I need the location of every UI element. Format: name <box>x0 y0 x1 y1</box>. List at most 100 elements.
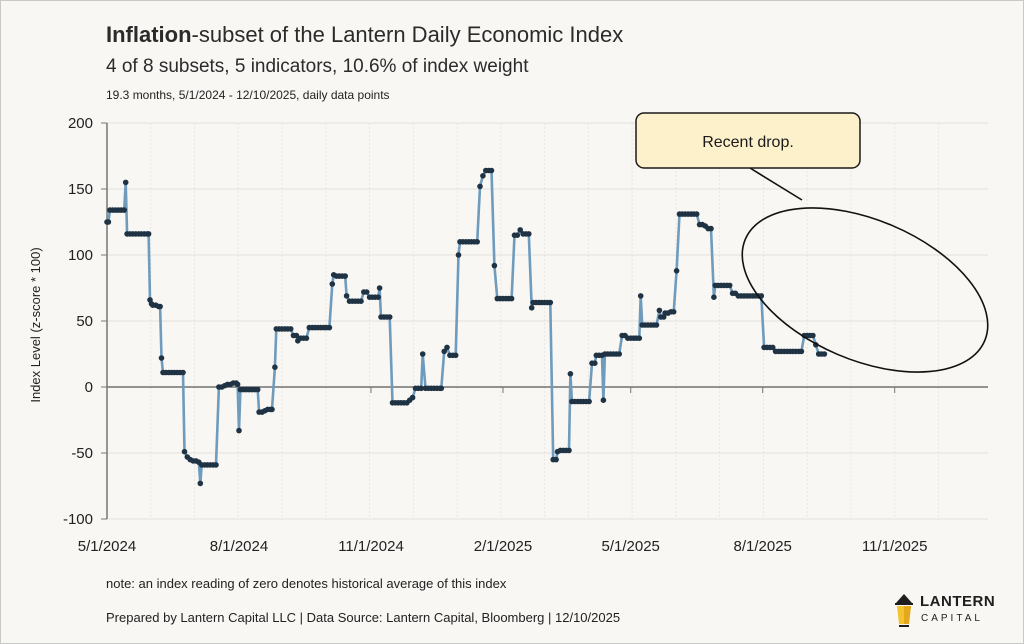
x-tick-label: 11/1/2024 <box>338 538 404 555</box>
data-point <box>303 335 310 342</box>
data-point <box>358 298 364 305</box>
data-point <box>810 332 816 339</box>
data-point <box>592 360 598 367</box>
y-tick-label: 100 <box>68 247 93 264</box>
data-point <box>419 351 426 357</box>
data-point <box>375 294 382 301</box>
data-point <box>517 227 523 233</box>
callout-box <box>635 112 861 169</box>
lantern-icon <box>895 594 913 627</box>
data-point <box>376 285 383 291</box>
data-point <box>452 352 459 359</box>
data-point <box>234 381 241 388</box>
data-point <box>145 231 152 237</box>
data-point <box>526 231 532 237</box>
data-point <box>236 427 242 434</box>
x-tick-label: 8/1/2025 <box>734 538 792 555</box>
data-point <box>821 351 828 357</box>
data-point <box>636 335 643 342</box>
highlight-ellipse <box>741 207 989 373</box>
x-tick-label: 11/1/2025 <box>862 538 928 555</box>
title-bold: Inflation <box>106 22 192 47</box>
x-tick-label: 2/1/2025 <box>474 538 532 555</box>
data-point <box>213 462 219 468</box>
data-point <box>567 371 574 377</box>
grid-lines <box>107 122 988 520</box>
y-tick-label: 150 <box>68 181 93 198</box>
chart-subtitle: 4 of 8 subsets, 5 indicators, 10.6% of i… <box>106 56 529 77</box>
data-point <box>197 480 204 487</box>
data-point <box>769 344 776 351</box>
logo-word-capital: CAPITAL <box>921 613 983 624</box>
data-point <box>474 239 481 245</box>
data-point <box>343 293 350 299</box>
title-rest: -subset of the Lantern Daily Economic In… <box>191 22 624 47</box>
data-point <box>480 173 486 179</box>
data-point <box>708 225 714 232</box>
chart-title: Inflation-subset of the Lantern Daily Ec… <box>106 22 623 48</box>
data-point <box>326 324 333 331</box>
data-point <box>438 385 445 392</box>
data-point <box>342 273 349 279</box>
data-point <box>547 299 554 306</box>
data-point <box>477 183 483 190</box>
callout-text: Recent drop. <box>702 134 794 151</box>
data-point <box>157 303 163 310</box>
data-point <box>254 386 261 393</box>
data-point <box>386 314 393 320</box>
data-point <box>726 282 733 289</box>
data-point <box>514 232 521 238</box>
data-point <box>616 351 622 357</box>
data-point <box>409 394 416 401</box>
data-point <box>418 385 425 392</box>
data-point <box>287 326 294 332</box>
data-point <box>181 448 188 455</box>
data-point <box>528 305 535 311</box>
data-point <box>488 167 495 174</box>
data-point <box>272 364 278 371</box>
y-tick-label: 200 <box>68 115 93 132</box>
series-group <box>104 167 828 487</box>
data-point <box>566 447 572 454</box>
data-point <box>158 355 165 361</box>
y-tick-label: 0 <box>85 379 93 396</box>
data-point <box>586 398 592 405</box>
y-tick-label: -100 <box>63 511 93 528</box>
data-point <box>637 293 644 299</box>
y-tick-label: -50 <box>71 445 93 462</box>
x-tick-label: 5/1/2025 <box>602 538 660 555</box>
x-tick-label: 8/1/2024 <box>210 538 268 555</box>
data-point <box>508 295 515 302</box>
data-point <box>798 348 805 355</box>
logo-word-lantern: LANTERN <box>920 593 996 610</box>
data-point <box>441 348 448 355</box>
data-point <box>491 262 498 269</box>
source-credit: Prepared by Lantern Capital LLC | Data S… <box>106 610 621 625</box>
data-point <box>329 281 336 287</box>
data-point <box>105 219 112 225</box>
data-point <box>121 207 127 213</box>
data-point <box>269 406 275 413</box>
data-point <box>553 456 559 463</box>
data-point <box>293 332 300 339</box>
annotation-group: Recent drop. <box>635 112 989 373</box>
data-point <box>670 309 677 315</box>
data-point <box>656 307 663 314</box>
y-axis-label: Index Level (z-score * 100) <box>28 247 43 402</box>
data-point <box>455 252 462 258</box>
data-point <box>444 344 450 351</box>
data-point <box>180 369 186 376</box>
data-point <box>122 179 129 186</box>
callout-leader-line <box>749 167 803 201</box>
data-point <box>711 294 717 301</box>
series-line <box>107 169 825 485</box>
data-point <box>693 211 700 217</box>
data-point <box>363 289 370 295</box>
lantern-capital-logo: LANTERN CAPITAL <box>890 592 1000 632</box>
data-point <box>653 322 660 328</box>
tick-labels: 200 150 100 50 0 -50 -100 5/1/2024 8/1/2024 11/1/… <box>63 115 928 555</box>
y-tick-label: 50 <box>76 313 93 330</box>
data-point <box>600 397 607 404</box>
data-point <box>673 268 680 274</box>
